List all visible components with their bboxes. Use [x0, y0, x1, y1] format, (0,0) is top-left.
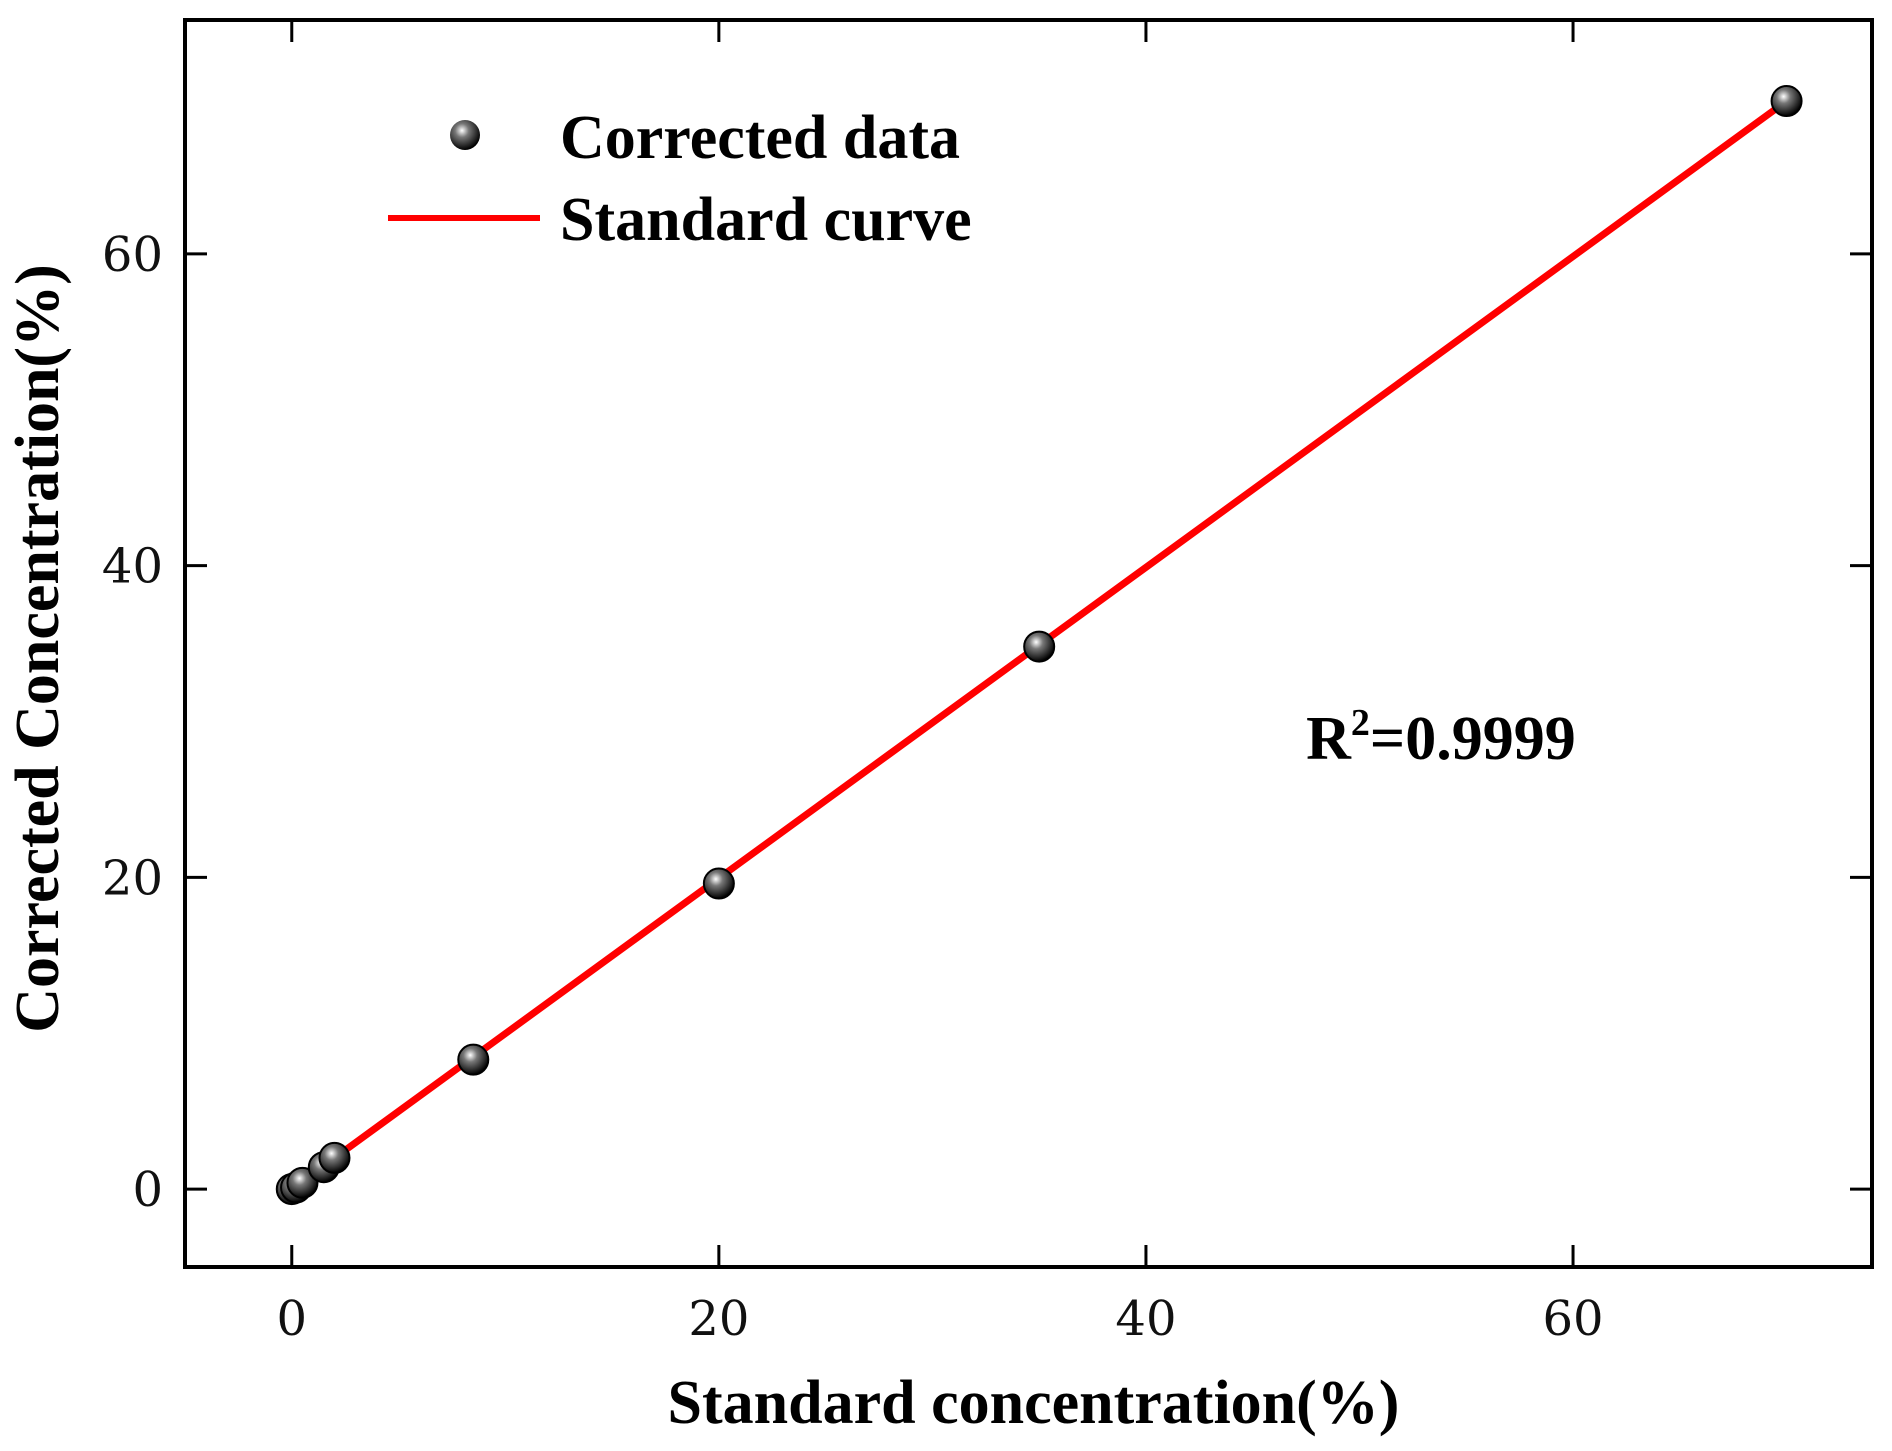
r-squared-base: R [1306, 705, 1352, 773]
data-point-7 [1023, 630, 1056, 663]
plot-frame [183, 18, 1874, 1269]
data-point-8 [1770, 85, 1803, 118]
x-tick-label-20: 20 [688, 1291, 749, 1347]
legend-label-corrected-data: Corrected data [560, 104, 960, 172]
r-squared-superscript: 2 [1351, 702, 1370, 744]
axis-ticks: 0 20 40 60 0 20 40 60 [102, 20, 1872, 1347]
data-point-4 [318, 1141, 351, 1174]
data-point-6 [702, 867, 735, 900]
y-tick-label-20: 20 [102, 850, 163, 906]
x-tick-label-40: 40 [1115, 1291, 1176, 1347]
data-points-layer [275, 85, 1803, 1206]
y-tick-label-60: 60 [102, 227, 163, 283]
r-squared-value: =0.9999 [1370, 705, 1576, 773]
legend-label-standard-curve: Standard curve [560, 186, 972, 254]
legend: Corrected data Standard curve [388, 104, 972, 254]
x-tick-label-0: 0 [276, 1291, 307, 1347]
x-tick-label-60: 60 [1542, 1291, 1603, 1347]
r-squared-annotation: R2=0.9999 [1306, 702, 1576, 773]
y-tick-label-40: 40 [102, 539, 163, 595]
x-axis-title: Standard concentration(%) [668, 1369, 1400, 1437]
y-tick-label-0: 0 [132, 1162, 163, 1218]
legend-marker-corrected-data [450, 120, 480, 150]
data-point-2 [286, 1166, 319, 1199]
data-point-5 [457, 1043, 490, 1076]
y-axis-title: Corrected Concentration(%) [4, 264, 72, 1032]
